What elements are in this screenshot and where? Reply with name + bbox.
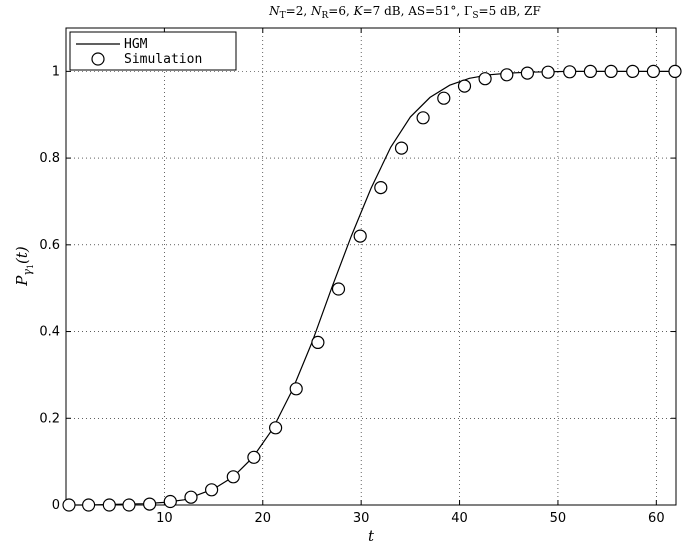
series-simulation-point — [205, 483, 219, 497]
series-simulation-point — [604, 64, 618, 79]
series-simulation-point — [102, 498, 116, 512]
legend-hgm-label: HGM — [124, 37, 148, 52]
series-simulation-point — [269, 421, 283, 435]
series-simulation-point — [353, 229, 367, 243]
series-simulation-point — [331, 282, 346, 296]
series-simulation-point — [457, 79, 472, 93]
series-simulation-point — [62, 498, 76, 512]
series-simulation-point — [646, 64, 661, 79]
x-tick-label: 50 — [550, 511, 567, 526]
series-simulation-point — [289, 382, 303, 396]
series-simulation-point — [416, 111, 430, 125]
x-tick-label: 20 — [255, 511, 272, 526]
x-tick-label: 10 — [156, 511, 173, 526]
plot-area-frame — [65, 27, 677, 506]
series-simulation-point — [563, 65, 577, 79]
legend: HGM Simulation — [69, 31, 237, 71]
y-tick-label: 0.8 — [39, 151, 60, 166]
series-simulation-point — [626, 64, 640, 79]
series-simulation-point — [541, 65, 555, 79]
series-simulation-point — [311, 335, 325, 349]
series-simulation-point — [184, 490, 198, 504]
legend-simulation-marker — [91, 52, 105, 66]
x-axis-label: t — [368, 527, 375, 545]
series-simulation-point — [122, 498, 136, 512]
series-simulation-point — [500, 68, 514, 82]
series-simulation-point — [668, 64, 682, 79]
series-simulation-point — [478, 72, 492, 86]
series-simulation-point — [520, 66, 535, 80]
series-simulation-point — [81, 498, 96, 512]
y-tick-label: 0.6 — [39, 238, 60, 253]
series-simulation-point — [437, 91, 451, 105]
y-tick-label: 1 — [52, 64, 60, 79]
y-tick-label: 0 — [52, 498, 60, 513]
series-hgm-line — [66, 70, 676, 506]
y-axis-label: Pγ1(t) — [13, 246, 35, 287]
series-simulation-point — [374, 181, 388, 195]
data-series — [62, 64, 682, 512]
x-tick-label: 60 — [648, 511, 665, 526]
chart-title: NT=2, NR=6, K=7 dB, AS=51°, ΓS=5 dB, ZF — [268, 4, 541, 21]
grid-lines — [66, 28, 676, 505]
x-tick-label: 40 — [451, 511, 468, 526]
series-simulation-point — [163, 494, 177, 509]
series-simulation-point — [226, 470, 240, 484]
series-simulation-point — [143, 497, 157, 511]
series-simulation-point — [247, 450, 261, 464]
axis-ticks: 10 20 30 40 50 60 0 0.2 0.4 0.6 0.8 1 — [39, 28, 676, 526]
y-tick-label: 0.2 — [39, 411, 60, 426]
y-tick-label: 0.4 — [39, 325, 60, 340]
x-tick-label: 30 — [353, 511, 370, 526]
series-simulation-point — [394, 141, 409, 155]
legend-simulation-label: Simulation — [124, 52, 202, 67]
series-simulation-point — [583, 64, 598, 79]
